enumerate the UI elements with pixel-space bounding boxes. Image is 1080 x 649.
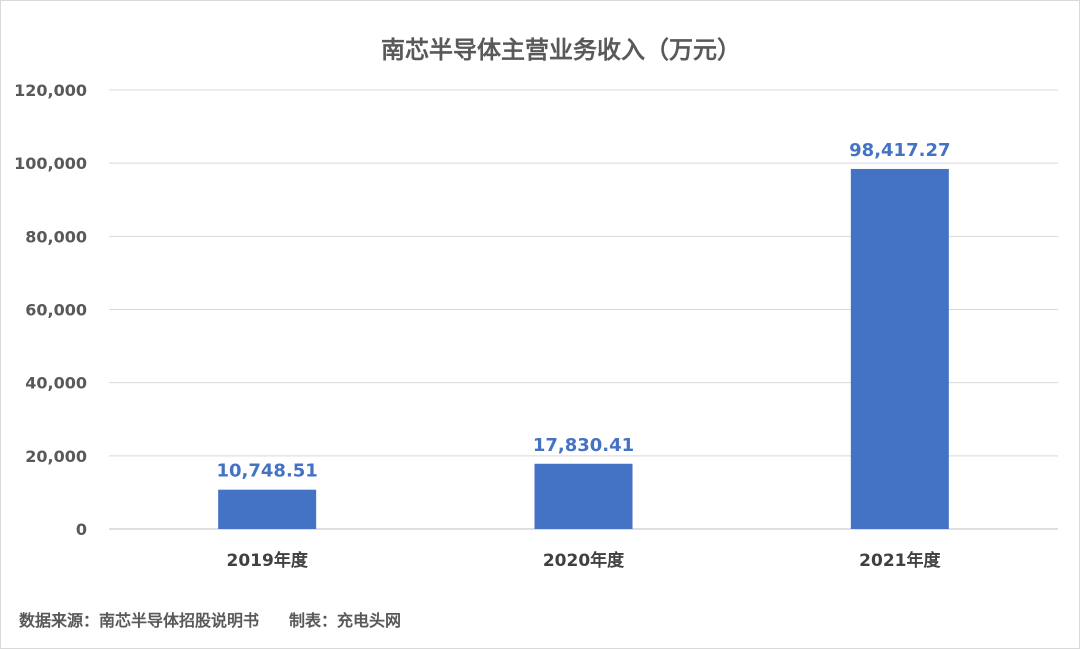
source-note: 数据来源：南芯半导体招股说明书 [19, 611, 260, 630]
data-label: 10,748.51 [216, 461, 317, 482]
x-tick-label: 2019年度 [227, 550, 309, 571]
y-tick-label: 0 [76, 520, 87, 539]
maker-note: 制表：充电头网 [289, 611, 402, 630]
bars [218, 168, 949, 529]
y-tick-label: 100,000 [14, 154, 87, 173]
y-tick-label: 60,000 [25, 301, 87, 320]
y-tick-label: 80,000 [25, 227, 87, 246]
y-tick-label: 120,000 [14, 81, 87, 100]
x-tick-label: 2021年度 [859, 550, 941, 571]
data-label: 98,417.27 [849, 140, 950, 161]
chart-title: 南芯半导体主营业务收入（万元） [381, 36, 741, 64]
y-tick-label: 20,000 [25, 447, 87, 466]
x-axis-ticks: 2019年度 2020年度 2021年度 [227, 550, 942, 571]
grid-lines [109, 89, 1058, 530]
x-tick-label: 2020年度 [543, 550, 625, 571]
bar [534, 463, 633, 529]
y-tick-label: 40,000 [25, 374, 87, 393]
chart-canvas: 南芯半导体主营业务收入（万元） 0 20,000 40,000 60,000 80,00… [14, 36, 1058, 571]
y-axis-ticks: 0 20,000 40,000 60,000 80,000 100,000 120,000 [14, 81, 87, 539]
bar [850, 168, 949, 529]
data-labels: 10,748.51 17,830.41 98,417.27 [216, 140, 950, 482]
data-label: 17,830.41 [533, 435, 634, 456]
chart-footer: 数据来源：南芯半导体招股说明书 制表：充电头网 [19, 607, 401, 631]
bar [218, 489, 317, 529]
